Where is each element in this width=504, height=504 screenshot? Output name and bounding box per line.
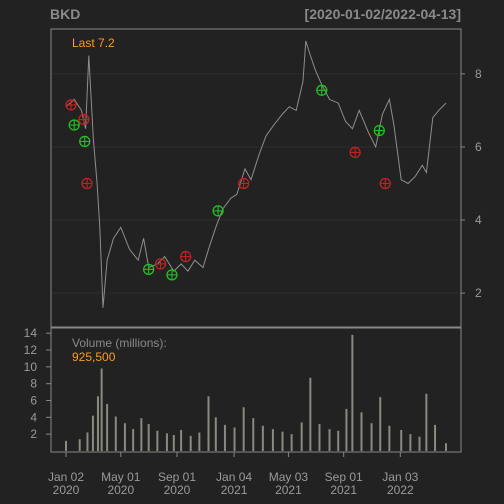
buy-marker — [68, 119, 80, 131]
date-tick-year: 2021 — [275, 483, 302, 497]
volume-tick-label: 6 — [30, 394, 37, 408]
date-tick-year: 2020 — [107, 483, 134, 497]
buy-marker — [79, 135, 91, 148]
date-tick-label: Jan 04 — [216, 470, 252, 484]
buy-marker — [373, 124, 385, 137]
price-grid — [52, 73, 460, 294]
chart-symbol: BKD — [50, 6, 80, 22]
date-tick-year: 2021 — [330, 483, 357, 497]
price-axis: 2 4 6 8 — [461, 67, 482, 300]
trade-markers — [65, 84, 391, 281]
sell-marker — [65, 99, 77, 111]
price-line — [65, 40, 447, 308]
sell-marker — [379, 177, 391, 190]
date-tick-label: May 01 — [101, 470, 141, 484]
date-tick-label: Jan 03 — [382, 470, 418, 484]
sell-marker — [81, 177, 93, 190]
price-tick-label: 2 — [475, 286, 482, 300]
volume-tick-label: 10 — [24, 360, 38, 374]
last-price-label: Last 7.2 — [72, 36, 115, 50]
date-tick-label: Jan 02 — [48, 470, 84, 484]
sell-marker — [154, 258, 167, 270]
buy-marker — [316, 84, 328, 96]
price-tick-label: 8 — [475, 67, 482, 81]
date-tick-label: May 03 — [269, 470, 309, 484]
volume-tick-label: 14 — [24, 326, 38, 340]
sell-marker — [349, 146, 361, 159]
volume-tick-label: 12 — [24, 343, 38, 357]
sell-marker — [238, 177, 250, 190]
date-tick-label: Sep 01 — [325, 470, 363, 484]
sell-marker — [180, 250, 192, 263]
chart-date-range: [2020-01-02/2022-04-13] — [305, 6, 461, 22]
date-tick-label: Sep 01 — [158, 470, 196, 484]
price-tick-label: 6 — [475, 140, 482, 154]
sell-marker — [78, 113, 90, 126]
buy-marker — [143, 263, 155, 276]
volume-tick-label: 4 — [30, 410, 37, 424]
date-tick-year: 2020 — [53, 483, 80, 497]
volume-tick-label: 8 — [30, 377, 37, 391]
volume-last-value: 925,500 — [72, 350, 116, 364]
buy-marker — [166, 269, 178, 281]
volume-panel — [50, 327, 462, 453]
volume-axis: 2 4 6 8 10 12 14 — [24, 326, 51, 441]
date-tick-year: 2021 — [221, 483, 248, 497]
date-tick-year: 2022 — [387, 483, 414, 497]
volume-tick-label: 2 — [30, 427, 37, 441]
date-tick-year: 2020 — [164, 483, 191, 497]
price-panel — [50, 28, 462, 328]
volume-label: Volume (millions): — [72, 336, 167, 350]
volume-bars — [65, 334, 447, 451]
buy-marker — [212, 205, 224, 217]
price-tick-label: 4 — [475, 213, 482, 227]
